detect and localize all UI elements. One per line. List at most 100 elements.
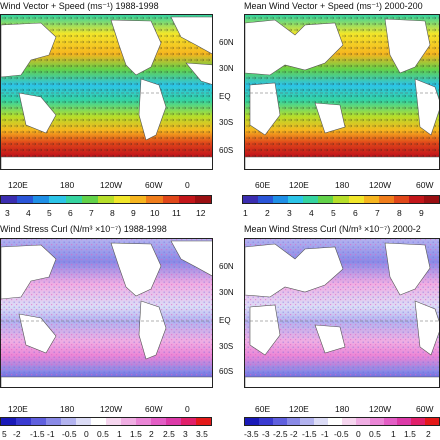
colorbar-swatch [383, 418, 398, 425]
colorbar-swatch [258, 418, 273, 425]
colorbar-swatch [130, 196, 147, 203]
colorbar-label: 0 [356, 429, 361, 439]
panel-title-curl-left: Wind Stress Curl (N/m³ ×10⁻⁷) 1988-1998 [0, 224, 167, 234]
lon-label: 60E [255, 404, 271, 414]
colorbar-label: 11 [172, 208, 181, 218]
lat-label: 30S [219, 118, 234, 127]
colorbar-label: 8 [397, 208, 402, 218]
colorbar-swatch [196, 418, 211, 425]
colorbar-swatch [318, 196, 334, 203]
speed-map-left [0, 14, 213, 170]
colorbar-label: -1 [47, 429, 55, 439]
lat-label: 30N [219, 288, 234, 297]
lon-label: 120E [8, 404, 28, 414]
colorbar-swatch [303, 196, 319, 203]
colorbar-swatch [31, 418, 46, 425]
colorbar-label: 6 [68, 208, 73, 218]
lon-label: 60W [416, 404, 434, 414]
colorbar-swatch [17, 196, 34, 203]
colorbar-swatch [363, 196, 379, 203]
colorbar-swatch [91, 418, 106, 425]
colorbar-label: -0.5 [334, 429, 349, 439]
colorbar-swatch [245, 418, 259, 425]
colorbar-label: -2 [13, 429, 21, 439]
colorbar-label: 5 [331, 208, 336, 218]
lon-label: 180 [335, 180, 350, 190]
lon-label: 0 [185, 180, 190, 190]
colorbar-swatch [151, 418, 166, 425]
colorbar-swatch [136, 418, 151, 425]
colorbar-label: 4 [309, 208, 314, 218]
colorbar-swatch [423, 196, 440, 203]
colorbar-swatch [348, 196, 364, 203]
colorbar-label: 2.5 [163, 429, 175, 439]
colorbar-label: 1 [243, 208, 248, 218]
colorbar-swatch [181, 418, 196, 425]
speed-colorbar-left [0, 195, 212, 204]
colorbar-label: 3.5 [196, 429, 208, 439]
land-masses [1, 16, 212, 169]
lat-label: EQ [219, 92, 231, 101]
colorbar-swatch [411, 418, 426, 425]
colorbar-swatch [408, 196, 424, 203]
colorbar-swatch [114, 196, 131, 203]
curl-map-left-svg [1, 239, 212, 387]
colorbar-label: 7 [375, 208, 380, 218]
colorbar-label: -1.5 [30, 429, 45, 439]
lon-label: 120E [8, 180, 28, 190]
panel-title-speed-right: Mean Wind Vector + Speed (ms⁻¹) 2000-200 [244, 1, 423, 11]
colorbar-label: 3 [287, 208, 292, 218]
colorbar-label: -2.5 [273, 429, 288, 439]
colorbar-label: 1.5 [130, 429, 142, 439]
colorbar-label: 7 [89, 208, 94, 218]
panel-title-speed-left: Wind Vector + Speed (ms⁻¹) 1988-1998 [0, 1, 159, 11]
colorbar-swatch [166, 418, 181, 425]
colorbar-swatch [355, 418, 370, 425]
colorbar-swatch [61, 418, 76, 425]
curl-colorbar-right [244, 417, 440, 426]
lon-label: 120E [289, 404, 309, 414]
lon-label: 120W [100, 180, 123, 190]
colorbar-swatch [46, 418, 61, 425]
colorbar-label: 4 [26, 208, 31, 218]
colorbar-swatch [397, 418, 412, 425]
lon-label: 60W [145, 404, 163, 414]
panel-title-curl-right: Mean Wind Stress Curl (N/m³ ×10⁻⁷) 2000-… [244, 224, 421, 234]
colorbar-label: 2 [149, 429, 154, 439]
lat-label: 60N [219, 262, 234, 271]
colorbar-swatch [273, 196, 289, 203]
colorbar-swatch [97, 196, 115, 203]
colorbar-label: 5 [2, 429, 7, 439]
colorbar-swatch [76, 418, 91, 425]
colorbar-swatch [16, 418, 31, 425]
colorbar-label: 2 [426, 429, 431, 439]
colorbar-swatch [65, 196, 82, 203]
colorbar-label: 3 [5, 208, 10, 218]
colorbar-swatch [1, 196, 18, 203]
colorbar-label: 9 [419, 208, 424, 218]
lon-label: 60W [416, 180, 434, 190]
lat-label: 60S [219, 367, 234, 376]
colorbar-swatch [258, 196, 274, 203]
colorbar-swatch [425, 418, 440, 425]
colorbar-swatch [194, 196, 212, 203]
speed-map-left-svg [1, 15, 212, 169]
speed-map-right-svg [245, 15, 439, 169]
lon-label: 120E [289, 180, 309, 190]
lat-label: 60S [219, 146, 234, 155]
lat-label: 60N [219, 38, 234, 47]
colorbar-swatch [81, 196, 98, 203]
colorbar-label: -1.5 [302, 429, 317, 439]
colorbar-swatch [162, 196, 179, 203]
colorbar-swatch [333, 196, 349, 203]
lon-label: 180 [335, 404, 350, 414]
speed-colorbar-right [242, 195, 440, 204]
colorbar-swatch [369, 418, 384, 425]
lon-label: 180 [60, 180, 75, 190]
lat-label: 30N [219, 64, 234, 73]
colorbar-swatch [121, 418, 136, 425]
curl-map-right-svg [245, 239, 439, 387]
colorbar-label: 2 [265, 208, 270, 218]
lat-label: EQ [219, 316, 231, 325]
colorbar-swatch [378, 196, 394, 203]
